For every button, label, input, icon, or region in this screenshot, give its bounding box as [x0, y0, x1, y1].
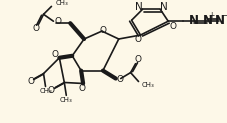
Text: O: O: [27, 77, 34, 86]
Text: O: O: [133, 55, 141, 64]
Text: O: O: [133, 36, 141, 45]
Text: CH₃: CH₃: [55, 0, 68, 6]
Text: O: O: [169, 22, 176, 31]
Text: O: O: [116, 75, 123, 84]
Text: CH₃: CH₃: [60, 97, 72, 103]
Text: N: N: [214, 14, 224, 27]
Text: +: +: [208, 11, 214, 20]
Text: O: O: [78, 84, 85, 93]
Text: O: O: [52, 50, 59, 59]
Text: CH₃: CH₃: [141, 82, 153, 88]
Text: O: O: [99, 26, 106, 35]
Text: N: N: [202, 14, 212, 27]
Text: O: O: [55, 17, 62, 26]
Text: O: O: [32, 24, 39, 33]
Text: N: N: [160, 2, 167, 12]
Text: CH₃: CH₃: [39, 88, 52, 94]
Text: N: N: [188, 14, 198, 27]
Text: −: −: [220, 11, 227, 20]
Text: O: O: [48, 86, 55, 95]
Text: N: N: [134, 2, 142, 12]
